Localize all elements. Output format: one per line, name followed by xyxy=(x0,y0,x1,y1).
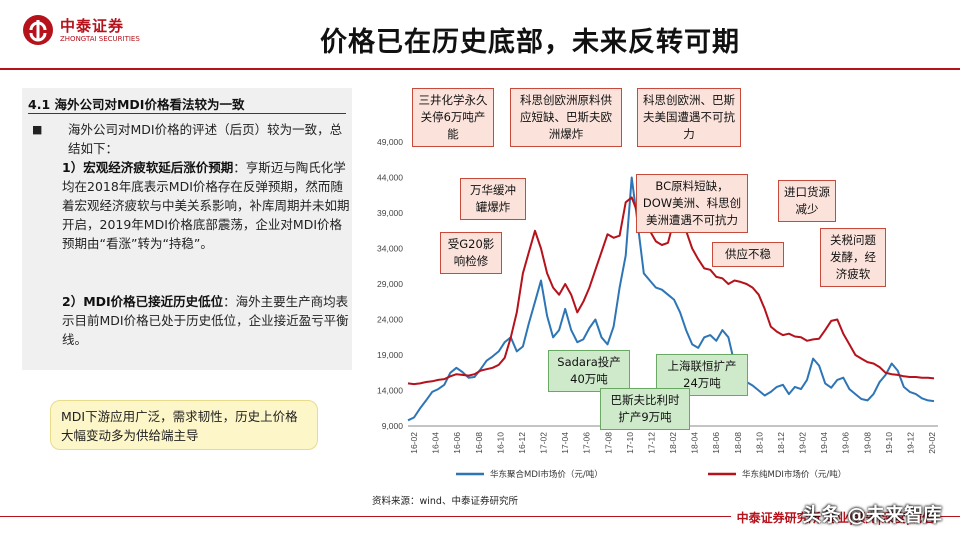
callout-import-reduction: 进口货源减少 xyxy=(778,180,836,222)
point-2-heading: 2）MDI价格已接近历史低位 xyxy=(62,294,224,309)
logo-mark-icon xyxy=(23,15,53,45)
y-tick-label: 14,000 xyxy=(377,386,403,396)
x-tick-label: 18-08 xyxy=(733,432,743,454)
company-logo: 中泰证券 ZHONGTAI SECURITIES xyxy=(22,14,140,46)
text-panel: 4.1 海外公司对MDI价格看法较为一致 ■ 海外公司对MDI价格的评述（后页）… xyxy=(22,88,352,370)
point-2: 2）MDI价格已接近历史低位：海外主要生产商均表示目前MDI价格已处于历史低位，… xyxy=(62,292,350,349)
legend-label: 华东聚合MDI市场价（元/吨） xyxy=(490,469,603,480)
x-tick-label: 19-06 xyxy=(841,432,851,454)
footer-divider xyxy=(0,516,960,517)
callout-tariff: 关税问题发酵，经济疲软 xyxy=(820,228,886,287)
point-1-heading: 1）宏观经济疲软延后涨价预期 xyxy=(62,160,234,175)
callout-sadara: Sadara投产40万吨 xyxy=(548,350,630,392)
summary-note: MDI下游应用广泛，需求韧性，历史上价格大幅变动多为供给端主导 xyxy=(50,400,318,450)
x-tick-label: 16-06 xyxy=(452,432,462,454)
logo-english-name: ZHONGTAI SECURITIES xyxy=(60,34,140,43)
watermark: 头条 @未来智库 xyxy=(802,504,942,526)
footer-slogan: 中泰证券研究所 专业|领先|深度|诚信 xyxy=(730,509,940,526)
series-line-polymeric-mdi xyxy=(407,176,935,422)
x-tick-label: 18-12 xyxy=(776,432,786,454)
source-note: 资料来源：wind、中泰证券研究所 xyxy=(372,496,518,507)
callout-unstable-supply: 供应不稳 xyxy=(712,242,784,267)
callout-bc-shortage: BC原料短缺，DOW美洲、科思创美洲遭遇不可抗力 xyxy=(636,174,748,233)
y-tick-label: 9,000 xyxy=(382,421,404,431)
x-tick-label: 16-08 xyxy=(474,432,484,454)
bullet-square-icon: ■ xyxy=(32,123,43,136)
logo-chinese-name: 中泰证券 xyxy=(60,16,125,35)
callout-g20: 受G20影响检修 xyxy=(440,232,502,274)
x-tick-label: 17-10 xyxy=(625,432,635,454)
x-tick-label: 17-08 xyxy=(603,432,613,454)
x-tick-label: 17-02 xyxy=(539,432,549,454)
point-1-text: ：亨斯迈与陶氏化学均在2018年底表示MDI价格存在反弹预期，然而随着宏观经济疲… xyxy=(62,160,350,251)
x-tick-label: 16-02 xyxy=(409,432,419,454)
page-title: 价格已在历史底部，未来反转可期 xyxy=(320,27,740,58)
x-tick-label: 17-04 xyxy=(560,432,570,454)
x-tick-label: 18-10 xyxy=(754,432,764,454)
y-tick-label: 44,000 xyxy=(377,173,403,183)
y-tick-label: 39,000 xyxy=(377,208,403,218)
x-tick-label: 16-04 xyxy=(431,432,441,454)
x-tick-label: 16-12 xyxy=(517,432,527,454)
callout-mitsui: 三井化学永久关停6万吨产能 xyxy=(412,88,494,147)
point-1: 1）宏观经济疲软延后涨价预期：亨斯迈与陶氏化学均在2018年底表示MDI价格存在… xyxy=(62,158,350,253)
x-tick-label: 20-02 xyxy=(927,432,937,454)
y-tick-label: 34,000 xyxy=(377,244,403,254)
callout-basf-belgium: 巴斯夫比利时扩产9万吨 xyxy=(600,388,690,430)
mdi-price-chart: 9,000 14,000 19,000 24,000 29,000 34,000 39,00… xyxy=(360,82,960,502)
title-divider xyxy=(0,68,960,70)
bullet-paragraph: ■ 海外公司对MDI价格的评述（后页）较为一致，总结如下： xyxy=(32,120,344,158)
x-tick-label: 19-04 xyxy=(819,432,829,454)
y-tick-label: 24,000 xyxy=(377,315,403,325)
section-divider xyxy=(28,113,346,114)
y-tick-label: 29,000 xyxy=(377,279,403,289)
x-tick-label: 19-08 xyxy=(862,432,872,454)
x-tick-label: 17-12 xyxy=(646,432,656,454)
callout-covestro-basf-europe: 科思创欧洲原料供应短缺、巴斯夫欧洲爆炸 xyxy=(510,88,622,147)
callout-wanhua: 万华缓冲罐爆炸 xyxy=(460,178,526,220)
x-tick-label: 17-06 xyxy=(582,432,592,454)
legend-label: 华东纯MDI市场价（元/吨） xyxy=(742,469,846,480)
callout-force-majeure: 科思创欧洲、巴斯夫美国遭遇不可抗力 xyxy=(637,88,741,147)
x-tick-label: 19-02 xyxy=(798,432,808,454)
y-tick-label: 49,000 xyxy=(377,137,403,147)
x-tick-label: 18-04 xyxy=(690,432,700,454)
x-tick-label: 18-06 xyxy=(711,432,721,454)
x-tick-label: 19-10 xyxy=(884,432,894,454)
section-heading: 4.1 海外公司对MDI价格看法较为一致 xyxy=(28,97,245,112)
x-tick-label: 16-10 xyxy=(495,432,505,454)
x-tick-label: 18-02 xyxy=(668,432,678,454)
y-tick-label: 19,000 xyxy=(377,350,403,360)
bullet-text: 海外公司对MDI价格的评述（后页）较为一致，总结如下： xyxy=(68,122,343,156)
x-tick-label: 19-12 xyxy=(905,432,915,454)
point-2-text: ：海外主要生产商均表示目前MDI价格已处于历史低位，企业接近盈亏平衡线。 xyxy=(62,294,349,347)
